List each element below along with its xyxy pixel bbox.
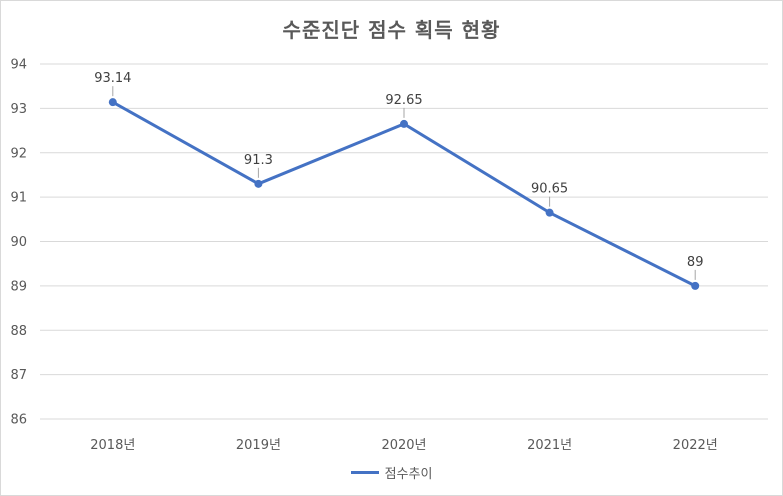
y-tick-label: 90 — [10, 235, 27, 250]
y-tick-label: 94 — [10, 58, 27, 73]
y-tick-label: 88 — [10, 324, 27, 339]
y-tick-label: 86 — [10, 413, 27, 428]
data-label: 89 — [687, 255, 704, 270]
y-tick-label: 91 — [10, 191, 27, 206]
data-point — [400, 119, 408, 128]
x-tick-label: 2021년 — [527, 438, 572, 453]
series-line — [111, 100, 697, 288]
data-label: 91.3 — [244, 153, 273, 168]
y-tick-label: 92 — [10, 146, 27, 161]
data-point — [691, 281, 700, 290]
data-label: 90.65 — [531, 182, 568, 197]
y-tick-label: 93 — [10, 102, 27, 117]
y-tick-label: 89 — [10, 279, 27, 294]
legend-swatch — [350, 471, 379, 474]
x-tick-label: 2020년 — [381, 438, 426, 453]
data-label: 92.65 — [385, 93, 422, 108]
legend-label: 점수추이 — [384, 467, 433, 482]
data-point — [254, 179, 263, 188]
x-tick-label: 2018년 — [90, 438, 135, 453]
data-point — [545, 208, 554, 217]
data-label: 93.14 — [94, 71, 131, 86]
y-tick-label: 87 — [10, 368, 27, 383]
x-tick-label: 2019년 — [236, 438, 281, 453]
x-tick-label: 2022년 — [673, 438, 718, 453]
legend: 점수추이 — [0, 463, 783, 482]
chart-title: 수준진단 점수 획득 현황 — [282, 18, 501, 42]
data-point — [108, 98, 117, 107]
